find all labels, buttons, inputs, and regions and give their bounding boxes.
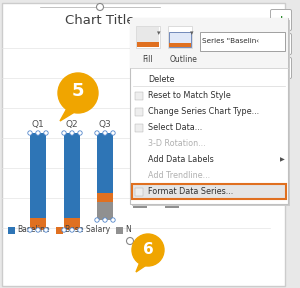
Text: ▶: ▶ <box>280 158 284 162</box>
Text: Series "Baselin‹: Series "Baselin‹ <box>202 38 259 44</box>
Circle shape <box>58 73 98 113</box>
Text: Base Salary: Base Salary <box>64 226 110 234</box>
Text: Q1: Q1 <box>32 120 44 128</box>
Bar <box>135 92 143 100</box>
Text: Change Series Chart Type...: Change Series Chart Type... <box>148 107 259 117</box>
Text: Q3: Q3 <box>99 120 111 128</box>
Text: ▼: ▼ <box>277 63 285 73</box>
Polygon shape <box>60 103 86 121</box>
FancyBboxPatch shape <box>132 184 286 199</box>
Circle shape <box>62 131 66 135</box>
Circle shape <box>95 131 99 135</box>
FancyBboxPatch shape <box>271 33 292 54</box>
Circle shape <box>28 228 32 232</box>
Circle shape <box>111 131 115 135</box>
Circle shape <box>44 131 48 135</box>
Bar <box>97 193 113 202</box>
Bar <box>30 133 46 218</box>
FancyBboxPatch shape <box>136 26 160 48</box>
Text: N: N <box>125 226 130 234</box>
Circle shape <box>44 228 48 232</box>
Circle shape <box>70 228 74 232</box>
Bar <box>133 133 147 198</box>
Text: 3-D Rotation...: 3-D Rotation... <box>148 139 206 149</box>
Text: Delete: Delete <box>148 75 175 84</box>
FancyBboxPatch shape <box>168 26 192 48</box>
Bar <box>165 198 179 208</box>
Circle shape <box>36 131 40 135</box>
FancyBboxPatch shape <box>132 20 290 206</box>
Circle shape <box>28 131 32 135</box>
Bar <box>56 226 63 234</box>
Circle shape <box>36 228 40 232</box>
Bar <box>169 32 191 47</box>
Circle shape <box>95 218 99 222</box>
Bar <box>30 218 46 230</box>
Bar <box>97 133 113 193</box>
Text: Chart Title: Chart Title <box>65 14 135 26</box>
Polygon shape <box>136 258 154 272</box>
Text: Q2: Q2 <box>66 120 78 128</box>
Circle shape <box>103 218 107 222</box>
Circle shape <box>97 3 104 10</box>
FancyBboxPatch shape <box>200 31 284 50</box>
Text: 6: 6 <box>142 242 153 257</box>
Bar <box>116 226 123 234</box>
Bar <box>137 42 159 47</box>
Bar <box>64 133 80 218</box>
Text: 5: 5 <box>72 82 84 100</box>
Bar <box>165 133 179 198</box>
Text: ▾: ▾ <box>157 30 161 36</box>
Text: Outline: Outline <box>170 56 198 65</box>
Bar <box>160 28 174 53</box>
Text: ⎓: ⎓ <box>278 39 284 49</box>
Text: ▾: ▾ <box>190 30 194 36</box>
Bar <box>97 133 113 193</box>
Bar <box>148 33 162 53</box>
FancyBboxPatch shape <box>130 18 288 68</box>
Circle shape <box>78 131 82 135</box>
Bar <box>135 124 143 132</box>
Text: Reset to Match Style: Reset to Match Style <box>148 92 231 101</box>
Circle shape <box>132 234 164 266</box>
Circle shape <box>78 228 82 232</box>
Bar <box>64 218 80 230</box>
Circle shape <box>62 228 66 232</box>
Circle shape <box>70 131 74 135</box>
Bar <box>135 108 143 116</box>
Circle shape <box>127 238 134 245</box>
FancyBboxPatch shape <box>130 18 288 204</box>
Text: Baseline: Baseline <box>17 226 50 234</box>
Text: Add Trendline...: Add Trendline... <box>148 171 210 181</box>
FancyBboxPatch shape <box>2 3 285 286</box>
FancyBboxPatch shape <box>271 10 292 31</box>
Circle shape <box>103 131 107 135</box>
Bar <box>169 43 191 47</box>
Text: +: + <box>276 15 286 25</box>
Bar <box>8 226 15 234</box>
Text: Add Data Labels: Add Data Labels <box>148 156 214 164</box>
Bar <box>135 188 143 196</box>
Bar <box>97 202 113 220</box>
Bar <box>137 27 159 42</box>
Circle shape <box>111 218 115 222</box>
Text: Fill: Fill <box>143 56 153 65</box>
Bar <box>148 45 162 53</box>
Text: Format Data Series...: Format Data Series... <box>148 187 233 196</box>
FancyBboxPatch shape <box>271 58 292 79</box>
Bar <box>133 198 147 208</box>
Text: Select Data...: Select Data... <box>148 124 202 132</box>
